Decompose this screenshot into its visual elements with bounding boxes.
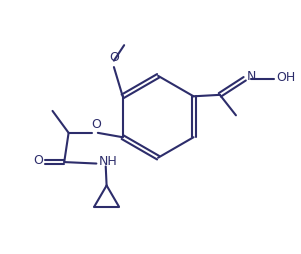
Text: O: O [92, 118, 101, 131]
Text: N: N [247, 70, 256, 83]
Text: NH: NH [98, 155, 117, 168]
Text: OH: OH [276, 71, 295, 84]
Text: O: O [109, 51, 119, 64]
Text: O: O [33, 154, 43, 167]
